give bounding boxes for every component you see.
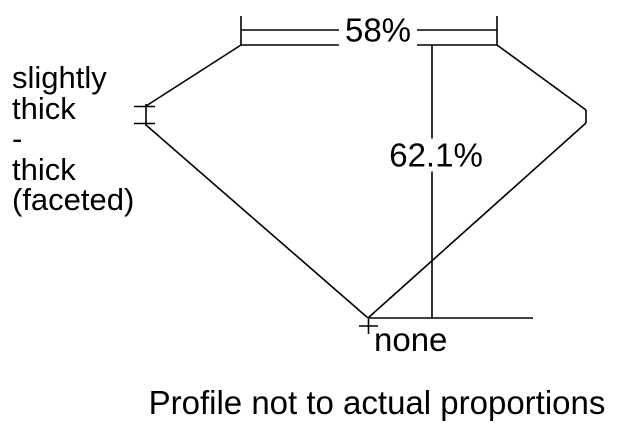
girdle-label-line-3: - <box>12 121 23 156</box>
pavilion-left-line <box>145 124 369 319</box>
girdle-label-line-1: slightly <box>12 60 107 95</box>
table-percent-label: 58% <box>338 13 418 47</box>
girdle-label-line-5: (faceted) <box>12 182 135 217</box>
girdle-label-line-2: thick <box>12 90 76 126</box>
crown-left-line <box>145 44 242 107</box>
girdle-label: slightly thick - thick (faceted) <box>12 60 135 217</box>
depth-percent-label: 62.1% <box>383 138 489 172</box>
pavilion-right-line <box>367 122 587 319</box>
crown-right-line <box>496 44 587 111</box>
culet-label: none <box>374 321 448 358</box>
girdle-label-line-4: thick <box>12 151 76 187</box>
caption: Profile not to actual proportions <box>148 384 606 421</box>
